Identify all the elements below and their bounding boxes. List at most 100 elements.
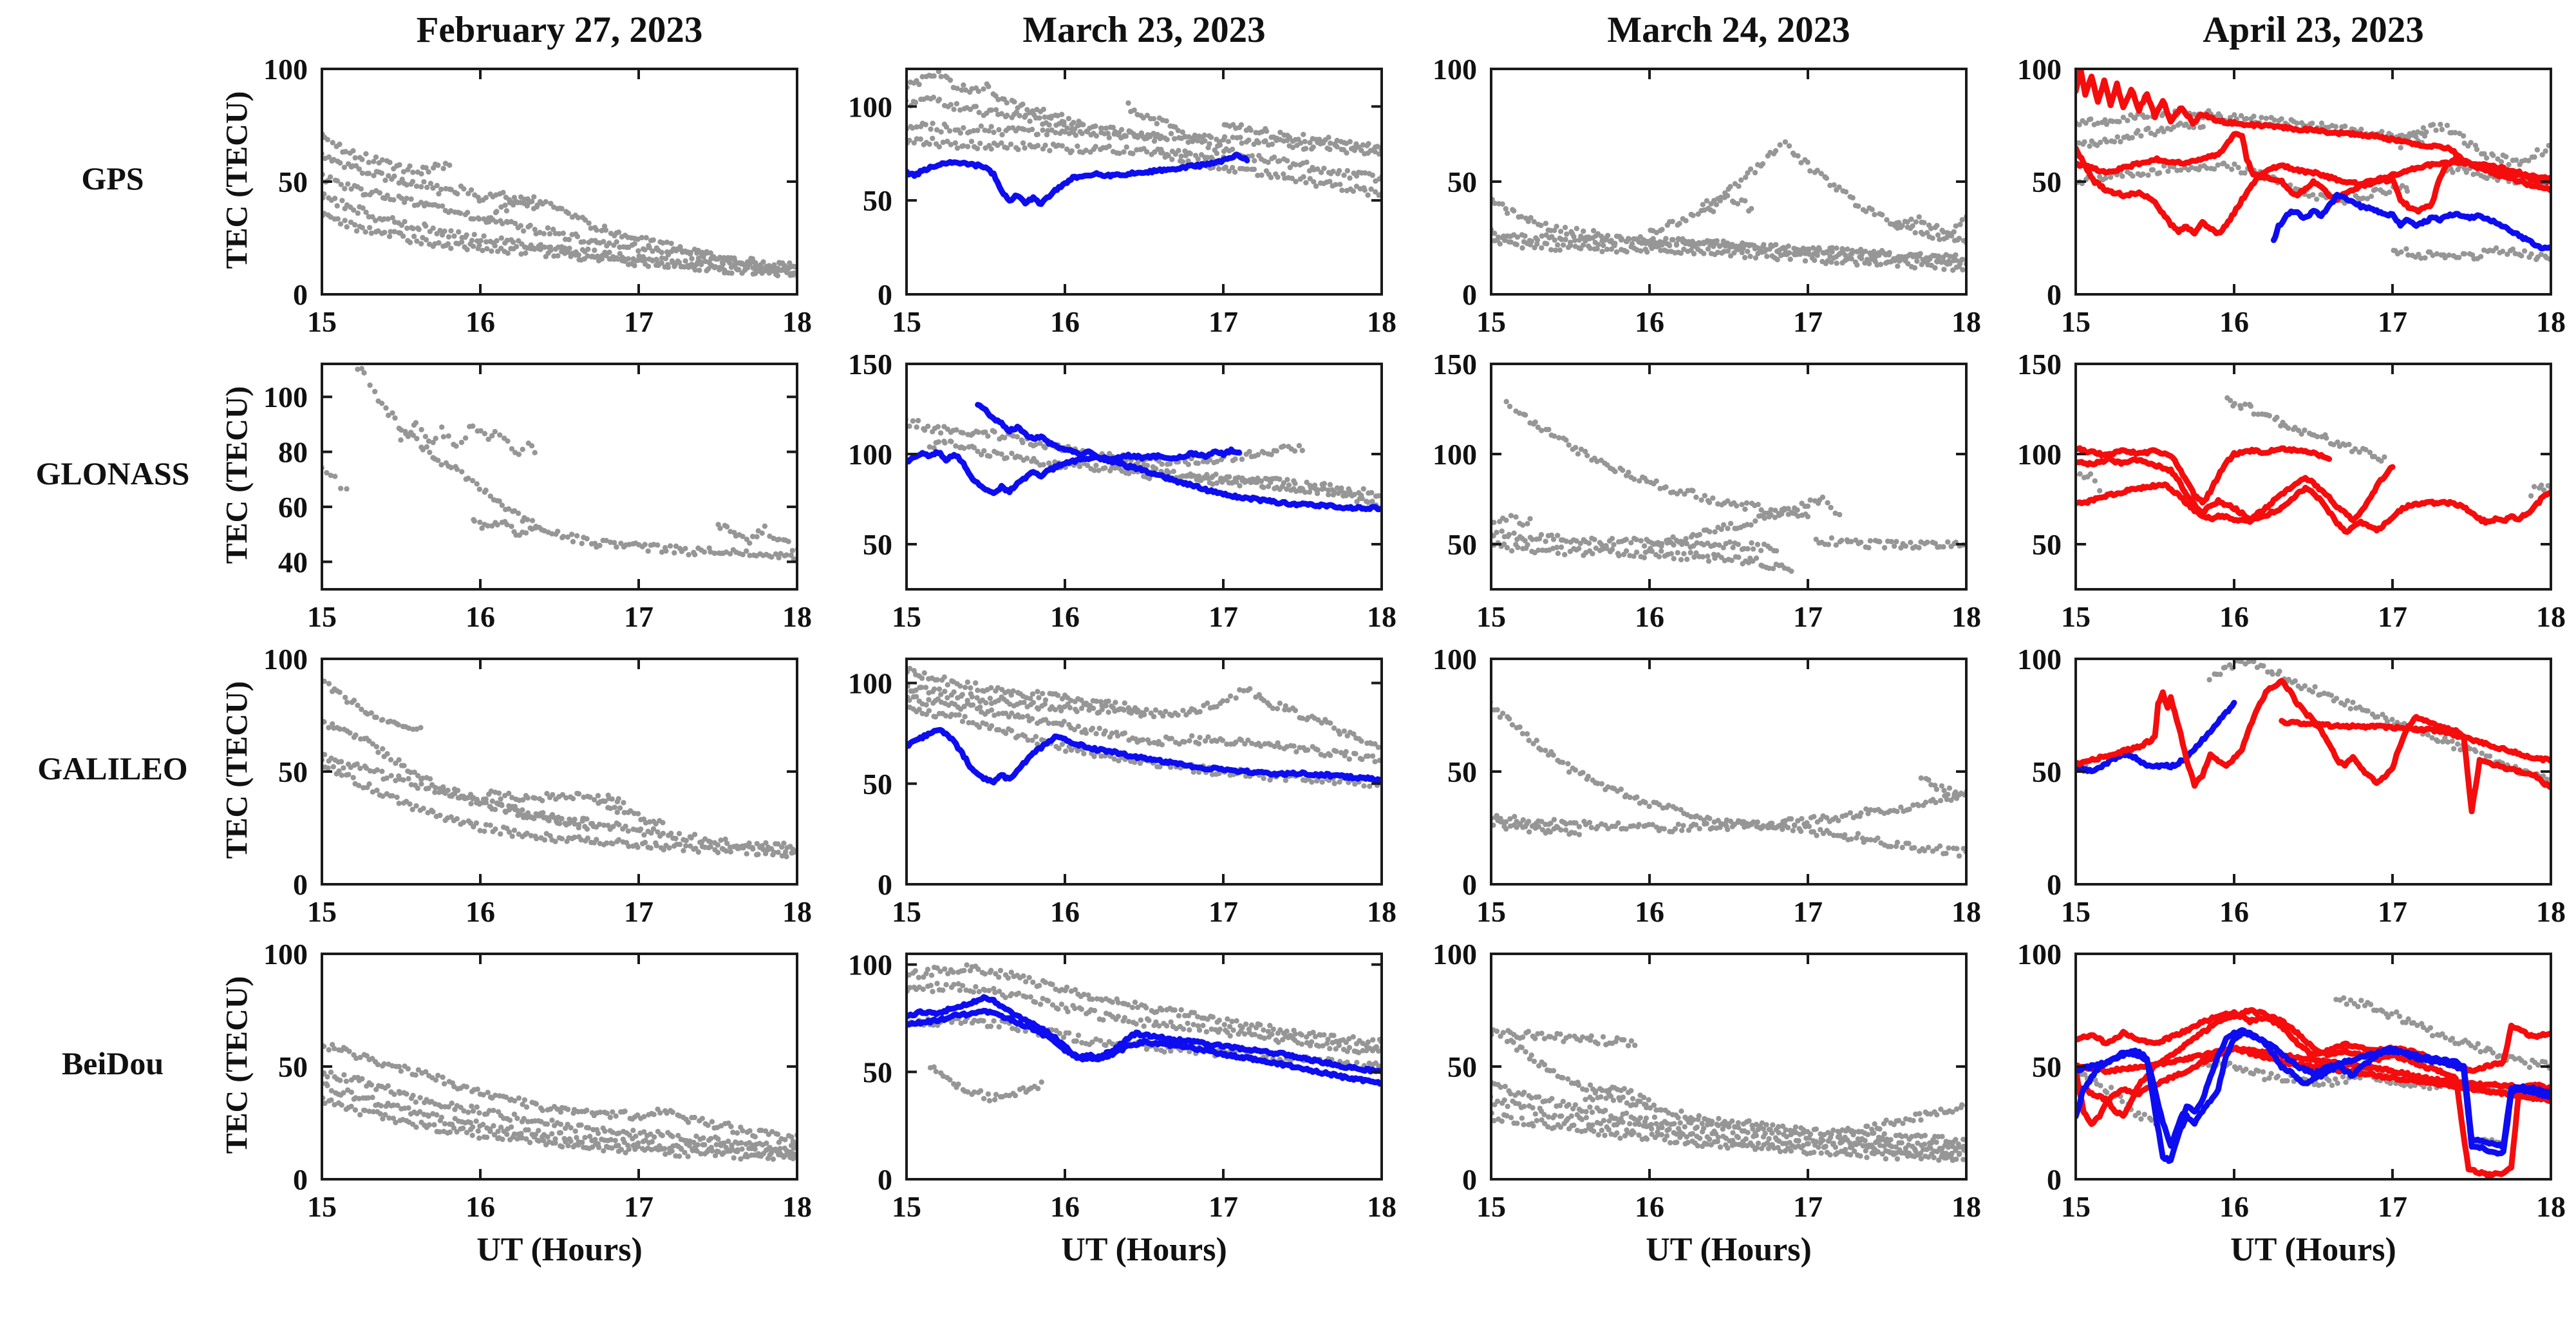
- trace-red-line-4: [2076, 1045, 2551, 1104]
- x-tick-label: 15: [1476, 895, 1506, 928]
- y-tick-label: 100: [1433, 643, 1477, 676]
- trace-gray-scatter-2: [355, 366, 797, 562]
- x-tick-label: 18: [1951, 600, 1981, 633]
- x-tick-label: 18: [782, 1190, 812, 1223]
- trace-gray-scatter-5: [1648, 494, 1843, 551]
- tick-labels: 0 50 100 15 16 17 18: [263, 643, 812, 928]
- traces: [907, 69, 1382, 207]
- y-tick-label: 100: [848, 949, 892, 982]
- x-tick-label: 17: [1208, 895, 1238, 928]
- x-tick-label: 18: [2536, 600, 2566, 633]
- x-tick-label: 15: [2061, 1190, 2091, 1223]
- trace-red-line-1: [2076, 678, 2551, 815]
- x-tick-label: 15: [2061, 305, 2091, 338]
- y-tick-label: 0: [878, 278, 892, 311]
- trace-gray-scatter-5: [2391, 245, 2551, 262]
- x-tick-label: 16: [465, 600, 495, 633]
- y-tick-label: 0: [2047, 1163, 2062, 1196]
- tick-labels: 0 50 100 15 16 17 18: [2017, 938, 2566, 1223]
- y-tick-label: 100: [263, 643, 308, 676]
- trace-gray-scatter-1: [907, 417, 1306, 468]
- trace-gray-scatter-7: [1837, 1102, 1966, 1135]
- x-tick-label: 15: [2061, 600, 2091, 633]
- y-tick-label: 50: [2032, 1050, 2062, 1083]
- y-tick-label: 50: [1447, 1050, 1477, 1083]
- axes: [905, 658, 1383, 886]
- x-tick-label: 17: [624, 895, 653, 928]
- x-axis-label-col1: UT (Hours): [476, 1231, 643, 1268]
- trace-red-line-1: [2076, 1009, 2551, 1074]
- trace-gray-scatter-4: [322, 757, 797, 860]
- traces: [1491, 699, 1966, 859]
- trace-gray-scatter-3: [907, 694, 1382, 764]
- x-tick-label: 18: [1951, 1190, 1981, 1223]
- axes: [321, 68, 798, 296]
- trace-red-line-2: [2279, 717, 2551, 764]
- trace-gray-scatter-4: [322, 1095, 797, 1162]
- x-tick-label: 16: [1050, 600, 1080, 633]
- tick-labels: 0 50 100 15 16 17 18: [848, 949, 1396, 1223]
- traces: [1491, 399, 1966, 574]
- trace-gray-scatter-4: [2398, 122, 2551, 167]
- x-tick-label: 15: [307, 600, 337, 633]
- trace-gray-scatter-1: [1491, 699, 1966, 859]
- y-tick-label: 150: [848, 348, 892, 381]
- x-tick-label: 18: [1367, 600, 1396, 633]
- trace-gray-scatter-5: [322, 211, 797, 280]
- trace-gray-scatter-1: [907, 962, 1382, 1050]
- trace-blue-line-1: [907, 994, 1382, 1075]
- x-tick-label: 15: [2061, 895, 2091, 928]
- x-tick-label: 16: [465, 1190, 495, 1223]
- traces: [322, 366, 797, 562]
- y-tick-label: 50: [2032, 755, 2062, 788]
- x-tick-label: 15: [307, 895, 337, 928]
- y-tick-label: 100: [2017, 438, 2062, 471]
- x-axis-label-col4: UT (Hours): [2230, 1231, 2396, 1268]
- tick-labels: 40 60 80 100 15 16 17 18: [263, 381, 812, 633]
- traces: [2076, 395, 2551, 535]
- x-tick-label: 16: [465, 305, 495, 338]
- trace-red-line-3: [2076, 1045, 2551, 1093]
- y-tick-label: 50: [1447, 528, 1477, 561]
- row-label-gps: GPS: [81, 160, 144, 196]
- x-tick-label: 17: [1208, 600, 1238, 633]
- column-title-apr23: April 23, 2023: [2203, 10, 2424, 50]
- y-tick-label: 100: [848, 90, 892, 123]
- y-tick-label: 0: [2047, 868, 2062, 901]
- x-tick-label: 18: [2536, 1190, 2566, 1223]
- y-tick-label: 0: [293, 278, 308, 311]
- column-title-mar24: March 24, 2023: [1607, 10, 1850, 50]
- x-tick-label: 15: [892, 895, 921, 928]
- x-tick-label: 15: [892, 600, 921, 633]
- x-tick-label: 18: [1367, 305, 1396, 338]
- column-title-feb27: February 27, 2023: [416, 10, 703, 50]
- traces: [1491, 139, 1966, 273]
- y-tick-label: 50: [863, 1056, 892, 1088]
- trace-gray-scatter-5: [1702, 193, 1754, 214]
- axes: [1490, 363, 1968, 591]
- trace-gray-scatter-4: [1491, 540, 1794, 574]
- x-tick-label: 15: [307, 1190, 337, 1223]
- trace-gray-scatter-7: [1221, 122, 1382, 153]
- axes: [321, 363, 798, 591]
- x-tick-label: 15: [1476, 1190, 1506, 1223]
- trace-gray-scatter-2: [1491, 513, 1533, 528]
- x-tick-label: 17: [624, 305, 653, 338]
- traces: [322, 1041, 797, 1162]
- x-tick-label: 18: [1367, 895, 1396, 928]
- x-tick-label: 16: [465, 895, 495, 928]
- tick-labels: 0 50 100 15 16 17 18: [263, 938, 812, 1223]
- x-tick-label: 15: [892, 305, 921, 338]
- trace-blue-line-1: [907, 726, 1382, 786]
- x-tick-label: 16: [1050, 1190, 1080, 1223]
- y-tick-label: 0: [293, 1163, 308, 1196]
- trace-gray-scatter-3: [322, 171, 797, 273]
- axes: [905, 68, 1383, 296]
- axes: [1490, 68, 1968, 296]
- x-tick-label: 16: [2219, 895, 2249, 928]
- trace-blue-line-2: [2076, 1027, 2551, 1150]
